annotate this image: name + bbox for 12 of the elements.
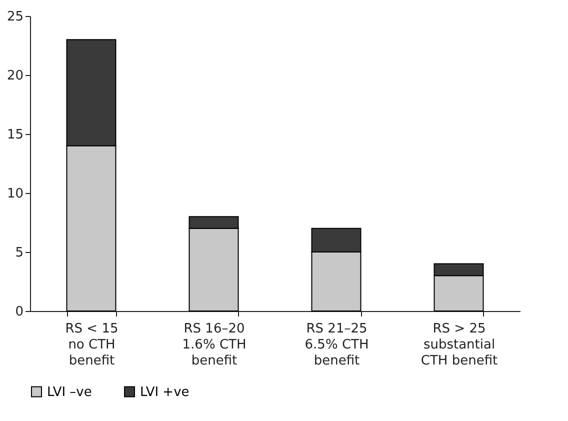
y-tick-label: 10	[6, 186, 24, 202]
x-tick-label: RS < 15 no CTH benefit	[65, 322, 118, 368]
y-tick-label: 25	[6, 10, 24, 24]
legend-label: LVI –ve	[47, 384, 92, 400]
y-tick-label: 15	[6, 128, 24, 142]
x-tick-label: RS 21–25 6.5% CTH benefit	[304, 322, 369, 368]
x-tick-label: RS 16–20 1.6% CTH benefit	[182, 322, 246, 368]
y-tick-label: 20	[6, 68, 24, 84]
legend-label: LVI +ve	[140, 384, 190, 400]
x-tick-label: RS > 25 substantial CTH benefit	[420, 322, 498, 368]
y-tick-label: 5	[15, 246, 24, 260]
y-tick-label: 0	[15, 304, 24, 320]
